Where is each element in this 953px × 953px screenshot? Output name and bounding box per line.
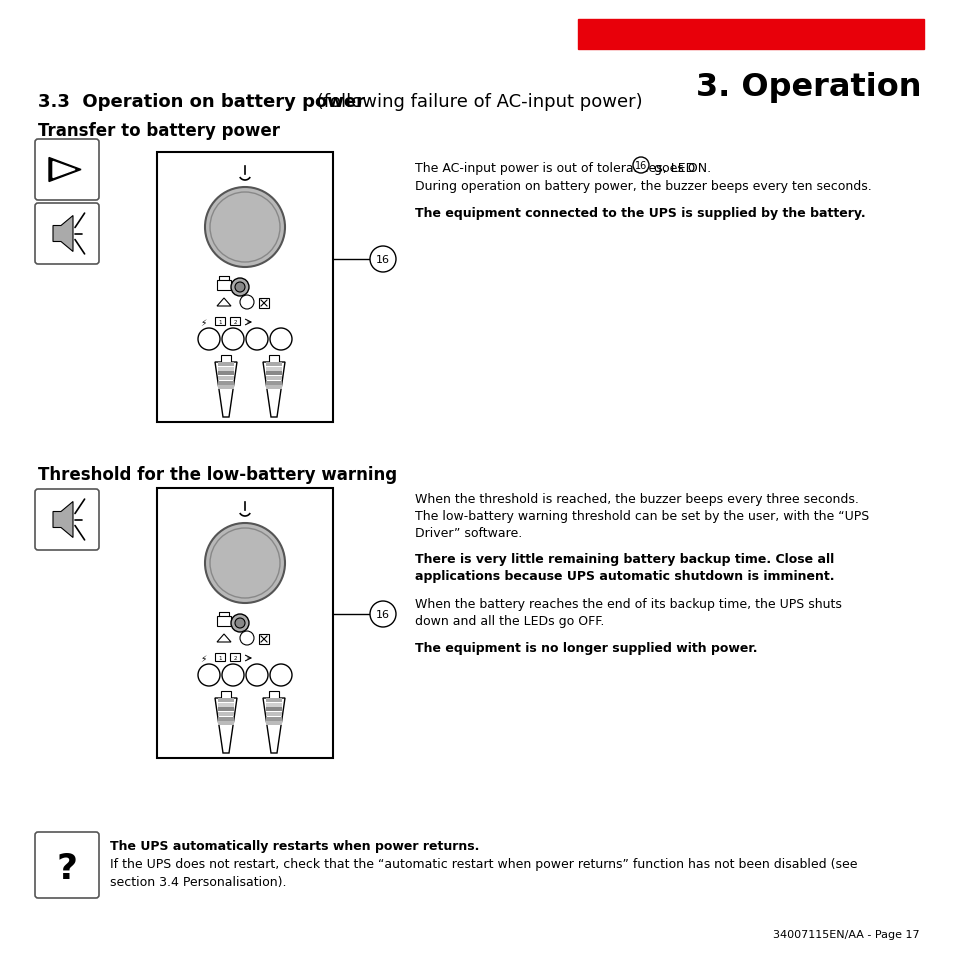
Circle shape: [210, 193, 280, 263]
Polygon shape: [53, 162, 75, 178]
Bar: [218, 707, 233, 712]
Text: During operation on battery power, the buzzer beeps every ten seconds.: During operation on battery power, the b…: [415, 180, 871, 193]
Bar: [218, 699, 233, 702]
Bar: [266, 372, 282, 375]
Bar: [157, 489, 333, 759]
Bar: [216, 617, 231, 626]
Text: When the threshold is reached, the buzzer beeps every three seconds.: When the threshold is reached, the buzze…: [415, 493, 858, 505]
Text: Transfer to battery power: Transfer to battery power: [38, 122, 280, 140]
Circle shape: [231, 615, 249, 633]
Text: The equipment is no longer supplied with power.: The equipment is no longer supplied with…: [415, 641, 757, 655]
Bar: [218, 721, 233, 725]
Polygon shape: [263, 699, 285, 753]
FancyBboxPatch shape: [35, 490, 99, 551]
Bar: [221, 355, 231, 364]
Circle shape: [205, 523, 285, 603]
Text: 2: 2: [233, 656, 236, 660]
Circle shape: [633, 158, 648, 173]
Bar: [266, 376, 282, 380]
Bar: [266, 703, 282, 707]
Bar: [269, 355, 278, 364]
Text: ?: ?: [56, 851, 77, 885]
Bar: [218, 712, 233, 717]
Bar: [230, 317, 240, 326]
Polygon shape: [214, 363, 236, 417]
Bar: [266, 367, 282, 372]
Circle shape: [205, 188, 285, 268]
Bar: [216, 281, 231, 291]
Bar: [266, 363, 282, 367]
Text: 1: 1: [218, 320, 221, 325]
Bar: [266, 381, 282, 385]
Bar: [218, 381, 233, 385]
Polygon shape: [263, 363, 285, 417]
Text: 16: 16: [375, 609, 390, 619]
Bar: [214, 654, 225, 661]
Bar: [217, 376, 233, 380]
Text: (following failure of AC-input power): (following failure of AC-input power): [311, 92, 642, 111]
Text: 2: 2: [233, 320, 236, 325]
Bar: [266, 699, 282, 702]
Bar: [217, 367, 233, 372]
Polygon shape: [53, 216, 73, 253]
Text: There is very little remaining battery backup time. Close all
applications becau: There is very little remaining battery b…: [415, 553, 834, 582]
Text: The low-battery warning threshold can be set by the user, with the “UPS: The low-battery warning threshold can be…: [415, 510, 868, 522]
Circle shape: [370, 247, 395, 273]
Bar: [266, 712, 281, 717]
Text: down and all the LEDs go OFF.: down and all the LEDs go OFF.: [415, 615, 604, 627]
Bar: [214, 317, 225, 326]
Circle shape: [210, 529, 280, 598]
Text: Threshold for the low-battery warning: Threshold for the low-battery warning: [38, 465, 396, 483]
Bar: [266, 717, 281, 720]
Bar: [218, 386, 233, 390]
Text: When the battery reaches the end of its backup time, the UPS shuts: When the battery reaches the end of its …: [415, 598, 841, 610]
Text: Driver” software.: Driver” software.: [415, 526, 521, 539]
Polygon shape: [53, 502, 73, 537]
Text: 16: 16: [375, 254, 390, 265]
Circle shape: [231, 278, 249, 296]
Bar: [157, 152, 333, 422]
Polygon shape: [214, 699, 236, 753]
Bar: [217, 363, 233, 367]
Text: ⚡: ⚡: [199, 318, 206, 327]
Text: ⚡: ⚡: [199, 654, 206, 662]
Bar: [578, 20, 923, 50]
Text: section 3.4 Personalisation).: section 3.4 Personalisation).: [110, 875, 286, 888]
Bar: [230, 654, 240, 661]
Text: 3.3  Operation on battery power: 3.3 Operation on battery power: [38, 92, 365, 111]
Bar: [221, 691, 231, 700]
Bar: [258, 298, 269, 309]
Text: 34007115EN/AA - Page 17: 34007115EN/AA - Page 17: [773, 929, 919, 939]
Circle shape: [234, 283, 245, 293]
Bar: [266, 386, 282, 390]
Text: The UPS automatically restarts when power returns.: The UPS automatically restarts when powe…: [110, 840, 478, 852]
Polygon shape: [49, 158, 81, 182]
Bar: [218, 703, 233, 707]
Bar: [269, 691, 278, 700]
Text: 1: 1: [218, 656, 221, 660]
Bar: [218, 717, 233, 720]
Bar: [266, 721, 281, 725]
FancyBboxPatch shape: [35, 832, 99, 898]
Circle shape: [370, 601, 395, 627]
Bar: [258, 635, 269, 644]
Circle shape: [234, 618, 245, 628]
FancyBboxPatch shape: [35, 140, 99, 201]
Bar: [217, 372, 233, 375]
FancyBboxPatch shape: [35, 204, 99, 265]
Text: 16: 16: [634, 161, 646, 171]
Bar: [266, 707, 281, 712]
Text: If the UPS does not restart, check that the “automatic restart when power return: If the UPS does not restart, check that …: [110, 857, 857, 870]
Text: goes ON.: goes ON.: [649, 162, 710, 174]
Text: The AC-input power is out of tolerances, LED: The AC-input power is out of tolerances,…: [415, 162, 699, 174]
Text: 3. Operation: 3. Operation: [696, 71, 921, 103]
Text: The equipment connected to the UPS is supplied by the battery.: The equipment connected to the UPS is su…: [415, 207, 864, 220]
